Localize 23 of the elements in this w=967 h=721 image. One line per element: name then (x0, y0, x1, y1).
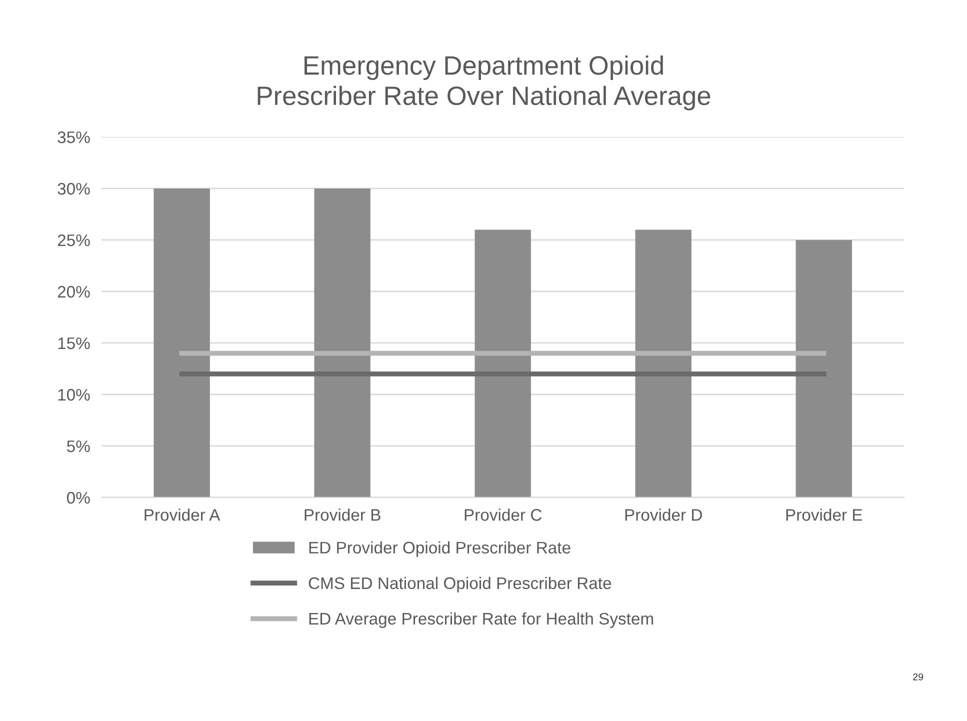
y-tick-label: 20% (58, 286, 90, 298)
bar (314, 188, 370, 498)
y-tick-label: 30% (58, 182, 90, 195)
x-tick-label: Provider C (464, 508, 542, 521)
bar (635, 230, 692, 498)
y-tick-label: 0% (66, 492, 90, 504)
y-tick-label: 35% (58, 131, 90, 144)
y-tick-label: 10% (58, 388, 90, 401)
y-tick-label: 25% (58, 234, 90, 246)
chart-title: Emergency Department Opioid Prescriber Rate Over National Average (258, 55, 710, 110)
x-tick-label: Provider A (144, 508, 220, 521)
y-tick-label: 5% (67, 440, 90, 452)
legend-label: CMS ED National Opioid Prescriber Rate (308, 576, 612, 592)
bar (154, 188, 210, 498)
bar (474, 230, 531, 498)
x-tick-label: Provider D (625, 508, 702, 521)
text: 29 (913, 673, 924, 680)
x-tick-label: Provider B (304, 508, 380, 521)
bar (796, 240, 852, 498)
legend-label: ED Average Prescriber Rate for Health System (309, 612, 654, 628)
y-tick-label: 15% (58, 337, 90, 350)
legend-label: ED Provider Opioid Prescriber Rate (309, 541, 570, 557)
x-tick-label: Provider E (786, 508, 862, 521)
